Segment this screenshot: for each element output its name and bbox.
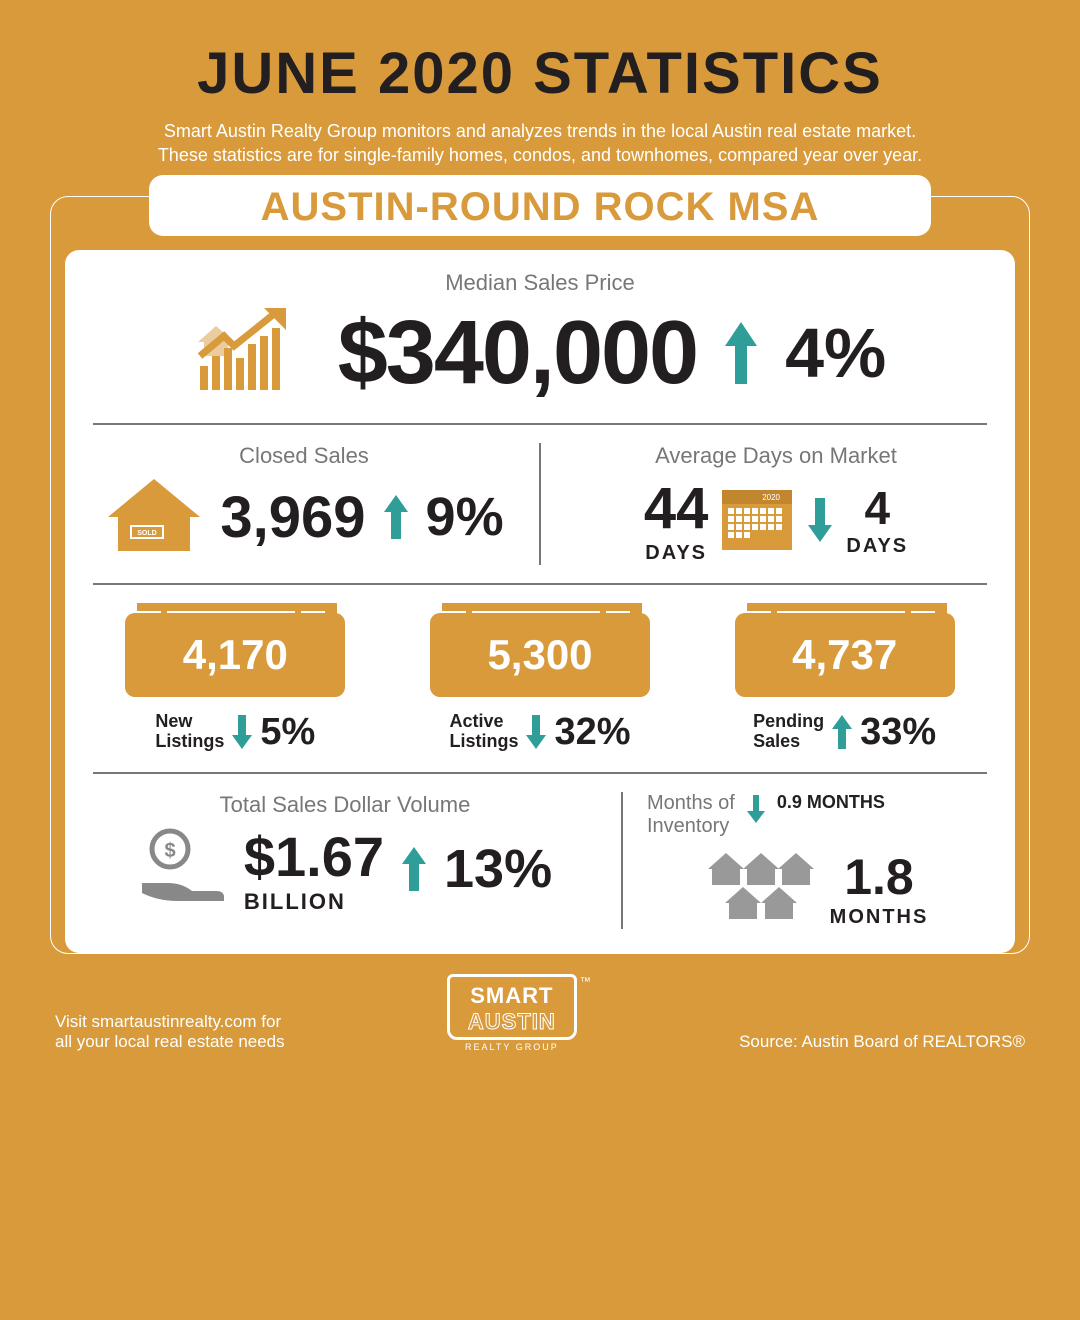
calendar-icon: 2020 (720, 482, 794, 557)
median-value: $340,000 (338, 302, 697, 405)
arrow-up-icon (400, 844, 428, 894)
footer: Visit smartaustinrealty.com for all your… (0, 954, 1080, 1052)
listing-pending: 4,737 Pending Sales 33% (702, 603, 987, 754)
listing-label: Active Listings (449, 712, 518, 752)
svg-text:SOLD: SOLD (138, 530, 157, 537)
arrow-down-icon (524, 712, 548, 752)
volume-unit: BILLION (244, 889, 384, 915)
arrow-up-icon (830, 712, 854, 752)
closed-value: 3,969 (220, 484, 365, 551)
stats-card: Median Sales Price $ (65, 250, 1015, 953)
listing-change: 32% (554, 711, 630, 754)
footer-visit: all your local real estate needs (55, 1032, 285, 1052)
footer-visit: Visit smartaustinrealty.com for (55, 1012, 285, 1032)
footer-source: Source: Austin Board of REALTORS® (739, 1032, 1025, 1052)
arrow-up-icon (721, 318, 761, 388)
svg-text:2020: 2020 (763, 493, 781, 502)
listing-change: 5% (260, 711, 315, 754)
days-change-unit: DAYS (846, 535, 908, 558)
region-tab: AUSTIN-ROUND ROCK MSA (149, 175, 931, 236)
closed-label: Closed Sales (93, 443, 515, 469)
inventory-label: Months of Inventory (647, 792, 735, 838)
volume-value: $1.67 (244, 824, 384, 889)
days-unit: DAYS (644, 542, 709, 565)
days-change: 4 (846, 481, 908, 535)
houses-icon (706, 851, 816, 926)
arrow-up-icon (382, 492, 410, 542)
arrow-down-icon (230, 712, 254, 752)
inventory-value: 1.8 (830, 848, 929, 906)
listing-new: 4,170 New Listings 5% (93, 603, 378, 754)
volume-label: Total Sales Dollar Volume (93, 792, 597, 818)
page-title: JUNE 2020 STATISTICS (50, 40, 1030, 107)
median-label: Median Sales Price (93, 270, 987, 296)
days-label: Average Days on Market (565, 443, 987, 469)
inventory-unit: MONTHS (830, 906, 929, 929)
chart-up-icon (194, 306, 314, 401)
listing-label: Pending Sales (753, 712, 824, 752)
money-hand-icon: $ (138, 827, 228, 912)
page-subtitle: Smart Austin Realty Group monitors and a… (50, 119, 1030, 168)
svg-text:$: $ (164, 840, 175, 862)
arrow-down-icon (806, 495, 834, 545)
volume-change: 13% (444, 838, 552, 900)
closed-change: 9% (426, 486, 504, 548)
house-sold-icon: SOLD (104, 475, 204, 560)
logo: SMART AUSTIN ™ REALTY GROUP (447, 974, 577, 1052)
median-change: 4% (785, 313, 886, 393)
inventory-change: 0.9 MONTHS (777, 792, 885, 813)
stats-card-frame: AUSTIN-ROUND ROCK MSA Median Sales Price (50, 196, 1030, 954)
arrow-down-icon (745, 792, 767, 826)
listing-active: 5,300 Active Listings 32% (398, 603, 683, 754)
days-value: 44 (644, 475, 709, 542)
listing-change: 33% (860, 711, 936, 754)
listings-row: 4,170 New Listings 5% 5,300 Active Listi… (93, 603, 987, 754)
listing-label: New Listings (155, 712, 224, 752)
